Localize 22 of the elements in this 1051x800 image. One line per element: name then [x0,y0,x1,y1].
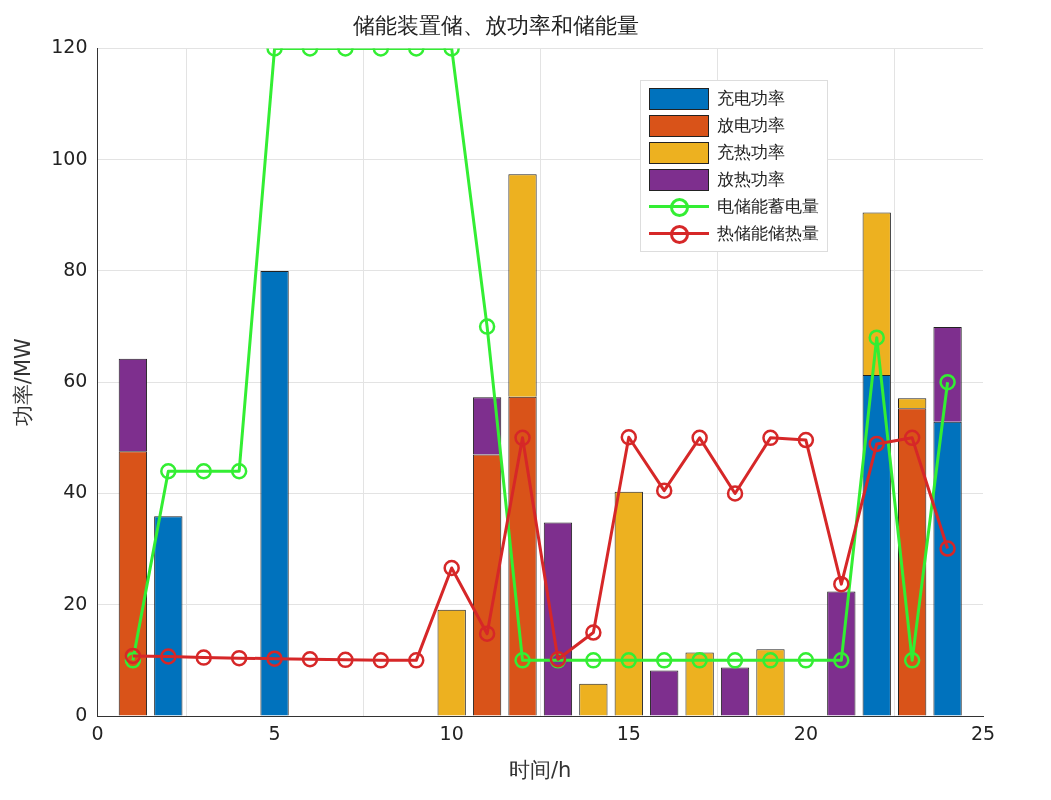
x-tick-label: 0 [91,722,104,745]
legend-label: 放电功率 [717,114,785,137]
y-tick-label: 60 [63,369,88,392]
x-tick-label: 5 [268,722,281,745]
y-tick-label: 20 [63,591,88,614]
y-axis-title: 功率/MW [11,337,36,427]
legend-label: 电储能蓄电量 [717,195,819,218]
x-axis-title: 时间/h [509,757,572,782]
legend-label: 充热功率 [717,141,785,164]
legend-label: 热储能储热量 [717,222,819,245]
x-tick-label: 10 [439,722,464,745]
y-tick-label: 80 [63,257,88,280]
y-tick-label: 120 [51,35,88,58]
x-tick-label: 20 [793,722,818,745]
x-tick-label: 25 [970,722,996,745]
chart-title: 储能装置储、放功率和储能量 [352,12,639,38]
legend-label: 放热功率 [717,168,785,191]
x-tick-label: 15 [616,722,641,745]
y-tick-label: 40 [63,480,88,503]
y-tick-label: 0 [75,702,88,725]
legend-label: 充电功率 [717,87,785,110]
y-tick-label: 100 [51,146,88,169]
